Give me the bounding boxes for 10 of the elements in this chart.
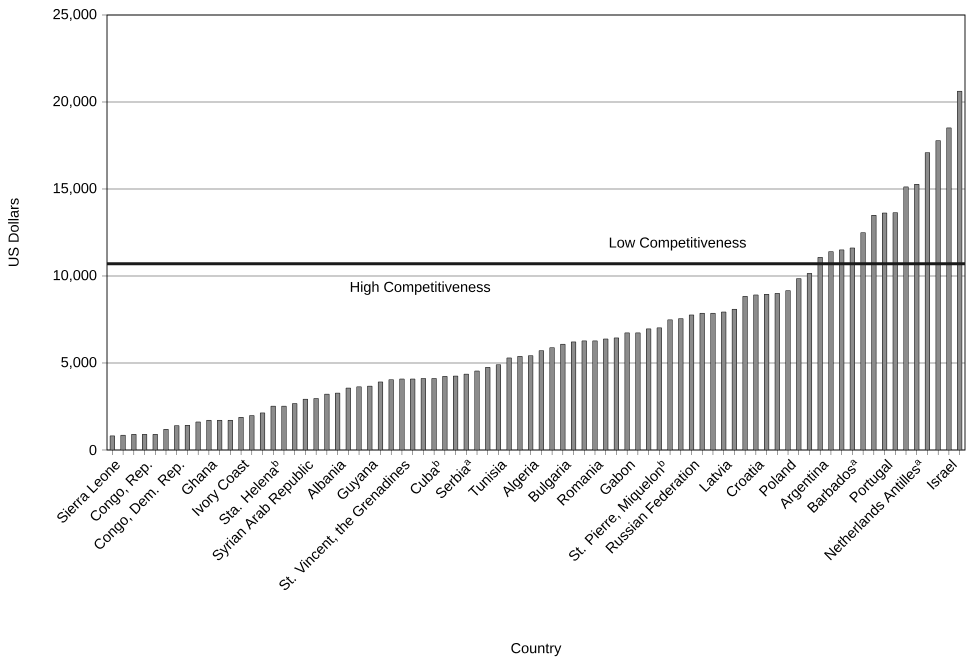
y-tick-label: 0 [89, 444, 96, 456]
y-tick-label: 20,000 [53, 96, 96, 108]
annotation: Low Competitiveness [610, 237, 746, 251]
y-tick-label: 5,000 [61, 356, 96, 369]
y-axis-title: US Dollars [8, 198, 19, 266]
y-tick-label: 15,000 [54, 182, 96, 195]
y-tick-label: 10,000 [54, 270, 96, 282]
y-tick-label: 25,000 [53, 9, 96, 21]
x-axis-title: Country [511, 643, 562, 656]
annotation: High Competitiveness [350, 281, 490, 295]
